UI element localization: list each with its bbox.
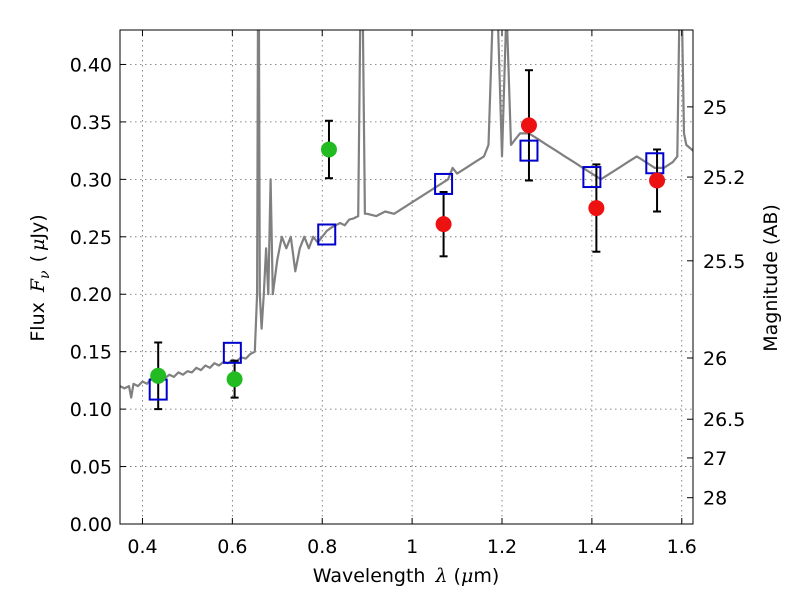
model-photometry-marker <box>519 139 539 162</box>
x-tick-label: 1.2 <box>487 536 517 558</box>
observed-optical-point <box>226 371 243 388</box>
observed-optical-point <box>320 141 337 158</box>
y-tick-label: 0.40 <box>70 54 112 76</box>
model-spectrum-line <box>120 30 693 399</box>
y-tick-label: 0.35 <box>70 112 112 134</box>
markers <box>148 117 666 401</box>
y2-tick-label: 28 <box>703 488 727 510</box>
axis-ticks: 0.4 0.6 0.8 1 1.2 1.4 1.6 0.00 0.05 0.10 0.15 0.20 0… <box>70 30 745 558</box>
model-photometry-marker <box>222 341 242 364</box>
x-tick-label: 1.6 <box>667 536 697 558</box>
y2-tick-label: 26.5 <box>703 409 745 431</box>
y-tick-label: 0.20 <box>70 284 112 306</box>
y2-tick-label: 25.2 <box>703 167 745 189</box>
x-axis-title-prefix: Wavelength <box>313 565 426 587</box>
x-axis-title-symbol: λ <box>434 565 447 587</box>
y2-tick-label: 25 <box>703 97 727 119</box>
x-tick-label: 1 <box>406 536 418 558</box>
x-axis-title-unit-rest: m) <box>473 565 499 587</box>
x-tick-label: 0.4 <box>127 536 157 558</box>
observed-optical-point <box>150 367 167 384</box>
y-axis-title-unit-mu: μ <box>27 239 49 251</box>
y-axis-title-prefix: Flux <box>27 302 49 342</box>
y2-tick-label: 27 <box>703 448 727 470</box>
y-axis-title-subscript: ν <box>37 270 53 279</box>
observed-nir-point <box>588 200 605 217</box>
y-tick-label: 0.10 <box>70 399 112 421</box>
observed-nir-point <box>520 117 537 134</box>
x-tick-label: 0.8 <box>307 536 337 558</box>
y-tick-label: 0.25 <box>70 227 112 249</box>
model-photometry-marker <box>434 172 454 195</box>
x-tick-label: 0.6 <box>217 536 247 558</box>
y-tick-label: 0.05 <box>70 457 112 479</box>
y-tick-label: 0.30 <box>70 169 112 191</box>
observed-nir-point <box>435 216 452 233</box>
y-axis-title-symbol: F <box>27 278 49 293</box>
y-axis-title-unit-open: ( <box>27 255 49 262</box>
y-tick-label: 0.00 <box>70 514 112 536</box>
y2-tick-label: 25.5 <box>703 251 745 273</box>
x-tick-label: 1.4 <box>577 536 607 558</box>
plot-frame <box>119 29 694 525</box>
observed-nir-point <box>649 172 666 189</box>
x-axis-title: Wavelength λ (μm) <box>313 565 499 587</box>
y2-axis-title: Magnitude (AB) <box>760 204 782 352</box>
y-axis-title: Flux Fν ( μJy) <box>27 214 53 341</box>
model-photometry-marker <box>582 166 602 189</box>
model-photometry-marker <box>317 223 337 246</box>
x-axis-title-unit-mu: μ <box>461 565 473 587</box>
y2-tick-label: 26 <box>703 348 727 370</box>
y-tick-label: 0.15 <box>70 342 112 364</box>
y-axis-title-unit-rest: Jy) <box>27 214 49 239</box>
x-axis-title-unit-open: ( <box>454 565 461 587</box>
plot-area <box>120 30 693 399</box>
